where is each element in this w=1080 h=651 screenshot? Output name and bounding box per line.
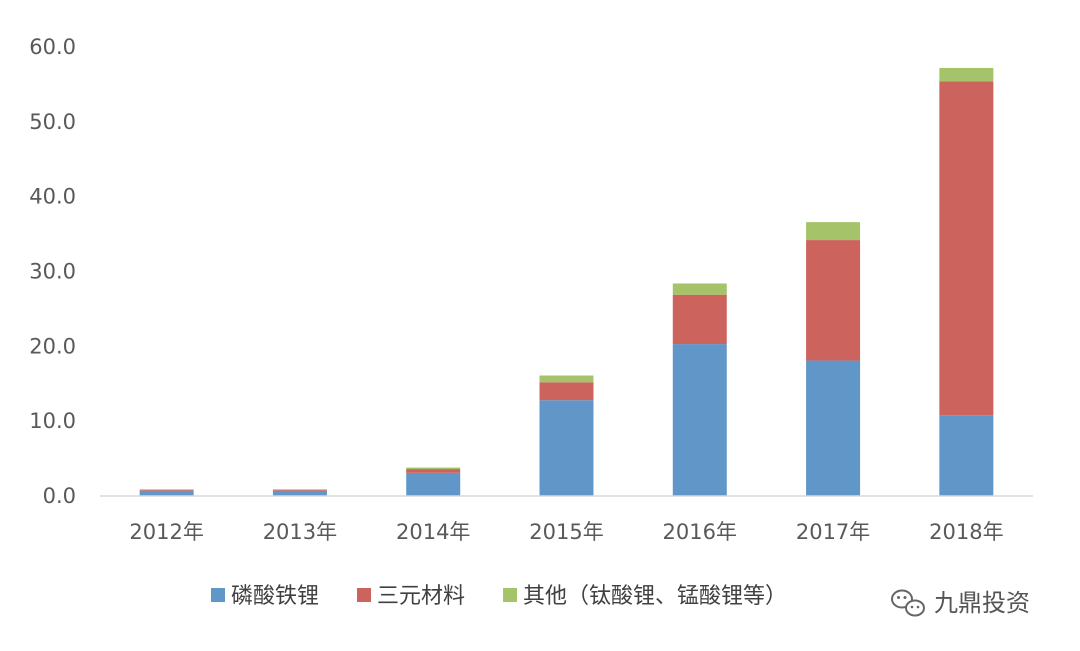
bar-segment-ternary <box>139 490 194 491</box>
bars <box>139 67 994 496</box>
legend-label: 其他（钛酸锂、锰酸锂等） <box>523 584 787 609</box>
legend-swatch <box>503 588 518 602</box>
watermark: 九鼎投资 <box>891 589 1030 617</box>
watermark-text: 九鼎投资 <box>934 589 1030 617</box>
bar-segment-lfp <box>406 472 461 496</box>
bar-segment-ternary <box>939 81 994 416</box>
y-tick-label: 0.0 <box>43 484 76 508</box>
bar-segment-lfp <box>806 360 861 496</box>
x-tick-label: 2015年 <box>529 520 603 544</box>
y-tick-label: 30.0 <box>29 260 76 284</box>
bar-segment-other <box>806 222 861 241</box>
bar-segment-ternary <box>272 490 327 491</box>
y-tick-label: 20.0 <box>29 334 76 358</box>
legend-label: 磷酸铁锂 <box>231 584 319 609</box>
bar-segment-other <box>672 283 727 295</box>
bar-segment-other <box>272 489 327 491</box>
bar-segment-ternary <box>406 469 461 473</box>
bar-segment-lfp <box>272 490 327 496</box>
legend-label: 三元材料 <box>377 584 465 609</box>
bar-segment-other <box>939 67 994 82</box>
x-tick-label: 2012年 <box>129 520 203 544</box>
bar-segment-other <box>139 489 194 491</box>
x-tick-label: 2014年 <box>396 520 470 544</box>
y-tick-label: 10.0 <box>29 409 76 433</box>
bar-segment-ternary <box>539 382 594 401</box>
x-tick-label: 2016年 <box>663 520 737 544</box>
bar-segment-lfp <box>539 400 594 496</box>
bar-segment-lfp <box>139 490 194 496</box>
bar-segment-lfp <box>672 344 727 496</box>
legend-swatch <box>357 588 372 602</box>
bar-segment-ternary <box>806 240 861 361</box>
bar-segment-ternary <box>672 294 727 345</box>
y-tick-label: 50.0 <box>29 110 76 134</box>
y-axis: 0.0 10.0 20.0 30.0 40.0 50.0 60.0 <box>29 35 76 508</box>
legend-swatch <box>211 588 225 602</box>
y-tick-label: 60.0 <box>29 35 76 59</box>
bar-segment-lfp <box>939 415 994 496</box>
x-tick-label: 2018年 <box>929 520 1003 544</box>
y-tick-label: 40.0 <box>29 185 76 209</box>
x-tick-label: 2017年 <box>796 520 870 544</box>
x-tick-label: 2013年 <box>263 520 337 544</box>
bar-segment-other <box>406 467 461 470</box>
wechat-icon <box>891 589 925 617</box>
legend: 磷酸铁锂 三元材料 其他（钛酸锂、锰酸锂等） <box>211 584 787 609</box>
x-axis: 2012年 2013年 2014年 2015年 2016年 2017年 2018年 <box>129 520 1003 544</box>
bar-segment-other <box>539 375 594 383</box>
